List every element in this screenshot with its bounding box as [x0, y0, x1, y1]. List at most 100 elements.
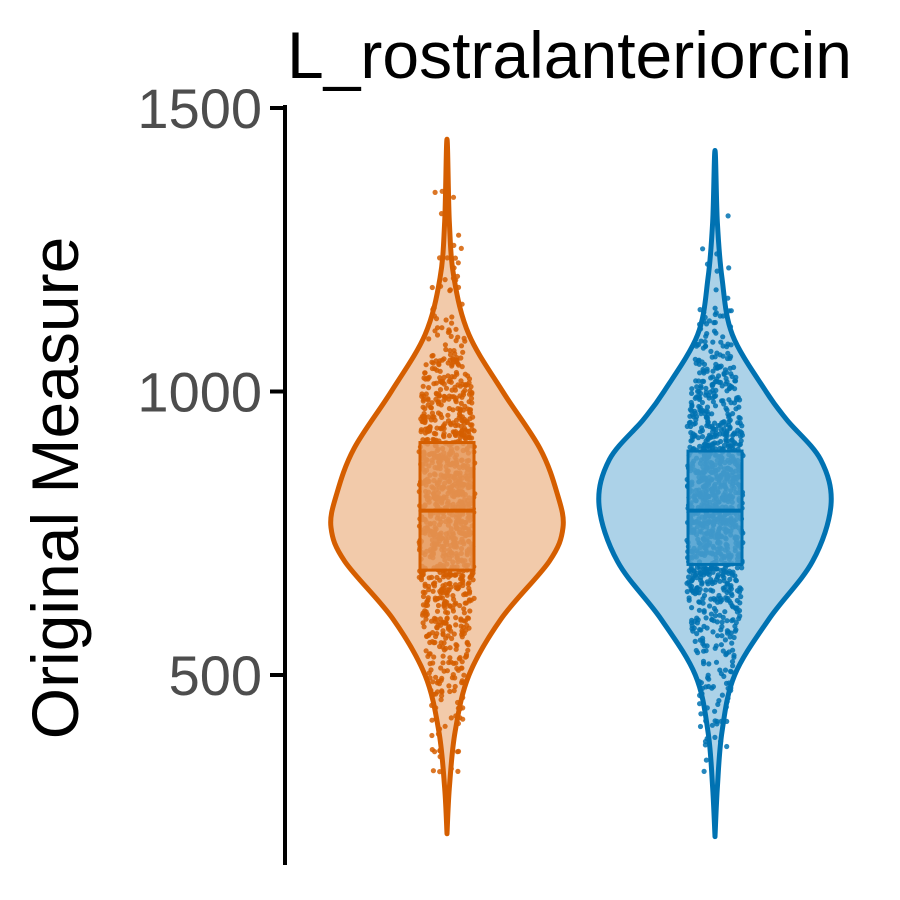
data-point — [692, 638, 698, 645]
data-point — [447, 580, 453, 586]
data-point — [448, 333, 454, 339]
data-point — [724, 597, 730, 603]
data-point — [701, 768, 707, 775]
data-point — [712, 734, 718, 741]
data-point — [709, 722, 716, 728]
data-point — [705, 443, 711, 449]
data-point — [689, 403, 695, 409]
data-point — [429, 639, 435, 645]
data-point — [453, 395, 459, 401]
data-point — [695, 650, 701, 656]
data-point — [695, 358, 702, 364]
data-point — [710, 399, 717, 405]
data-point — [710, 588, 716, 594]
data-point — [699, 425, 705, 431]
data-point — [709, 383, 716, 389]
data-point — [720, 398, 726, 404]
data-point — [732, 386, 738, 392]
data-point — [689, 437, 695, 443]
data-point — [700, 345, 707, 351]
data-point — [437, 616, 443, 622]
data-point — [708, 434, 714, 440]
data-point — [697, 637, 703, 643]
data-point — [453, 399, 459, 405]
data-point — [458, 245, 464, 251]
data-point — [454, 643, 460, 649]
data-point — [427, 661, 433, 667]
data-point — [460, 381, 466, 387]
data-point — [418, 429, 424, 435]
data-point — [722, 609, 728, 615]
data-point — [710, 442, 716, 448]
data-point — [727, 576, 733, 583]
data-point — [462, 427, 468, 433]
data-point — [723, 430, 729, 436]
data-point — [423, 362, 429, 368]
data-point — [710, 368, 716, 374]
data-point — [729, 572, 736, 578]
data-point — [688, 399, 694, 406]
data-point — [462, 600, 468, 606]
data-point — [438, 697, 444, 703]
data-point — [424, 599, 430, 605]
data-point — [461, 618, 467, 624]
data-point — [695, 435, 702, 441]
data-point — [712, 708, 718, 714]
data-point — [723, 369, 730, 375]
data-point — [725, 570, 732, 577]
data-point — [446, 683, 452, 689]
data-point — [697, 599, 703, 605]
data-point — [458, 355, 464, 361]
data-point — [703, 385, 709, 391]
data-point — [729, 640, 735, 646]
data-point — [706, 676, 712, 682]
data-point — [447, 603, 453, 609]
data-point — [470, 414, 476, 420]
data-point — [732, 628, 738, 634]
data-point — [712, 420, 718, 426]
data-point — [711, 328, 718, 334]
data-point — [429, 400, 435, 406]
data-point — [736, 616, 742, 622]
data-point — [713, 426, 719, 432]
data-point — [717, 431, 723, 437]
data-point — [711, 605, 718, 612]
data-point — [437, 577, 443, 583]
data-point — [698, 411, 704, 417]
data-point — [725, 441, 732, 448]
data-point — [736, 414, 742, 421]
data-point — [425, 436, 431, 443]
data-point — [710, 395, 716, 401]
data-point — [420, 593, 427, 600]
data-point — [426, 670, 432, 676]
data-point — [458, 400, 464, 406]
data-point — [463, 653, 469, 660]
data-point — [693, 394, 700, 400]
data-point — [732, 378, 738, 384]
data-point — [465, 581, 471, 587]
data-point — [717, 379, 724, 385]
data-point — [419, 391, 425, 397]
data-point — [686, 574, 692, 580]
data-point — [739, 432, 746, 438]
data-point — [726, 588, 732, 594]
data-point — [697, 370, 703, 376]
data-point — [467, 608, 473, 614]
data-point — [719, 633, 725, 639]
data-point — [426, 632, 432, 639]
data-point — [687, 423, 694, 430]
data-point — [712, 305, 718, 311]
data-point — [727, 634, 733, 640]
data-point — [714, 350, 720, 356]
data-point — [441, 647, 447, 653]
data-point — [440, 631, 446, 637]
data-point — [455, 334, 461, 340]
data-point — [423, 648, 429, 654]
data-point — [461, 672, 467, 678]
data-point — [718, 339, 724, 345]
data-point — [435, 596, 441, 602]
y-tick-label: 1500 — [137, 77, 262, 140]
data-point — [720, 571, 726, 578]
data-point — [452, 351, 458, 357]
data-point — [726, 414, 732, 420]
